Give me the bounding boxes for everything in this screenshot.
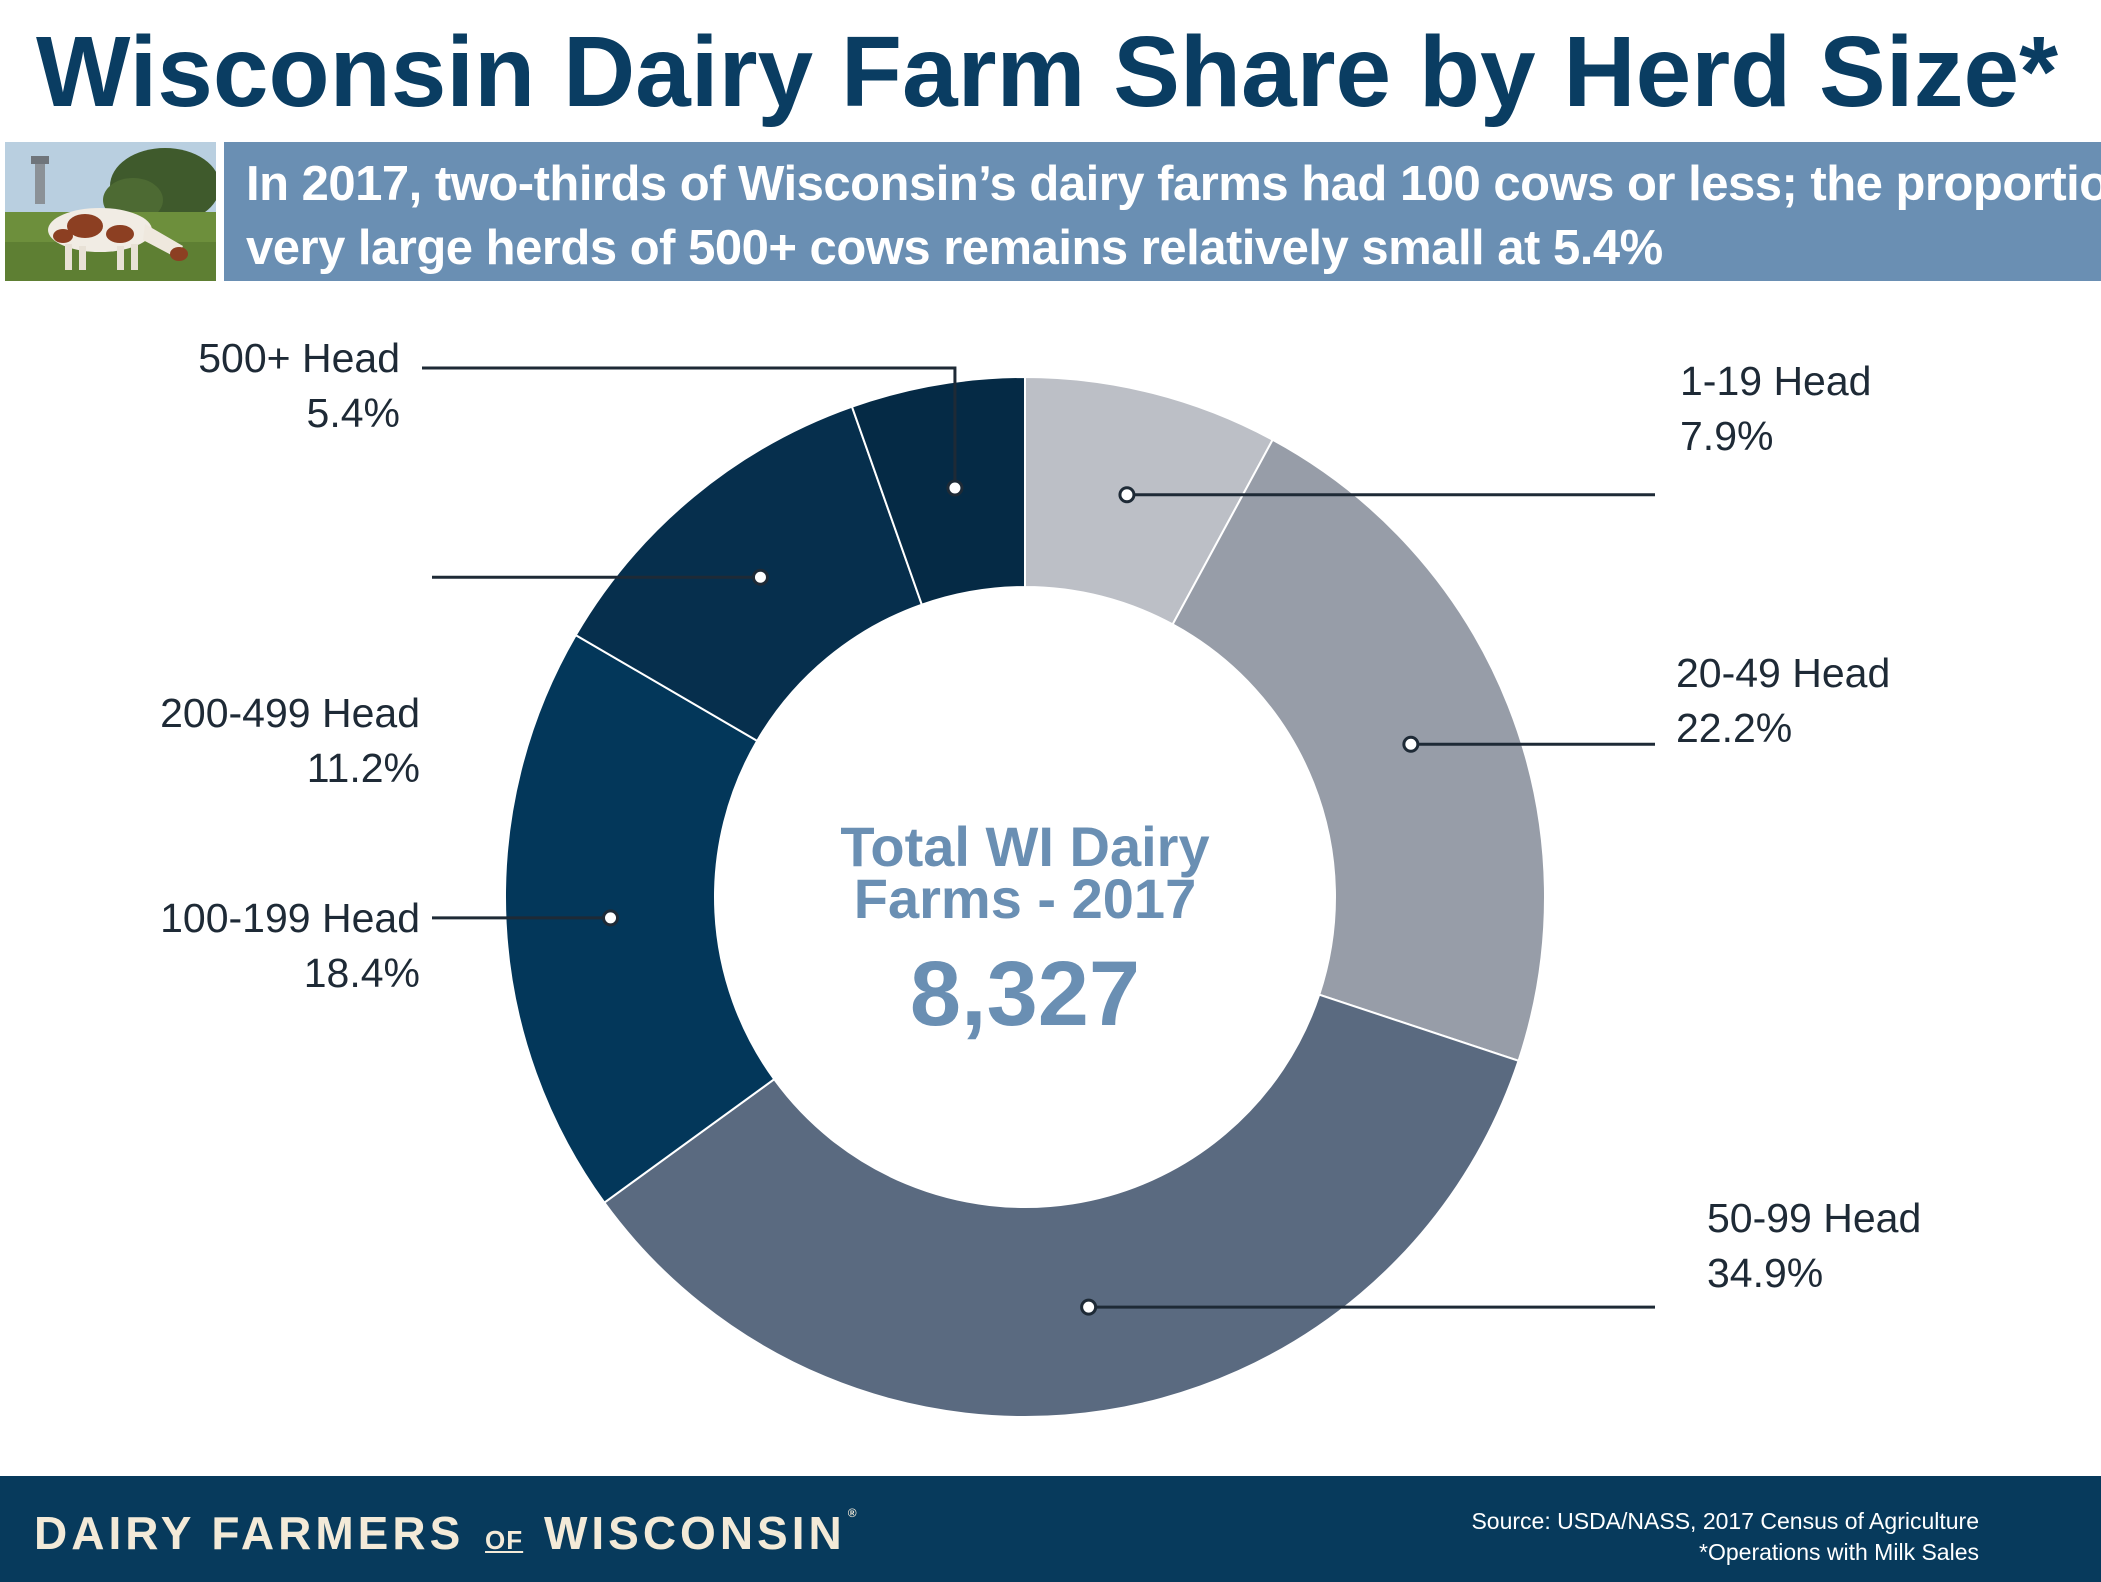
label-50-99-head: 50-99 Head — [1707, 1195, 1921, 1241]
donut-chart: 1-19 Head 7.9% 20-49 Head 22.2% 50-99 Head 34… — [160, 335, 1921, 1418]
chart-leader-lines — [422, 366, 1655, 1316]
center-total-value: 8,327 — [910, 943, 1140, 1045]
slice-20-49-head — [1171, 438, 1546, 1063]
brand-part-2: WISCONSIN — [543, 1507, 846, 1559]
value-label-50-99-head: 34.9% — [1707, 1250, 1823, 1296]
brand-part-1: DAIRY FARMERS — [34, 1507, 465, 1559]
slice-500-head — [850, 375, 1026, 606]
value-label-200-499-head: 11.2% — [307, 745, 420, 791]
value-label-20-49-head: 22.2% — [1676, 705, 1792, 751]
slice-200-499-head — [574, 405, 924, 743]
center-title-line-2: Farms - 2017 — [854, 867, 1196, 930]
footnote-text: *Operations with Milk Sales — [1699, 1539, 1979, 1565]
subtitle-line-2: very large herds of 500+ cows remains re… — [246, 221, 1663, 275]
center-title-line-1: Total WI Dairy — [840, 815, 1209, 878]
subtitle-line-1: In 2017, two-thirds of Wisconsin’s dairy… — [246, 157, 2101, 211]
subtitle-banner: In 2017, two-thirds of Wisconsin’s dairy… — [224, 142, 2101, 281]
label-1-19-head: 1-19 Head — [1680, 358, 1871, 404]
label-200-499-head: 200-499 Head — [160, 690, 420, 736]
value-label-1-19-head: 7.9% — [1680, 413, 1773, 459]
page-title: Wisconsin Dairy Farm Share by Herd Size* — [36, 16, 2059, 128]
slice-50-99-head — [602, 993, 1520, 1418]
chart-labels: 1-19 Head 7.9% 20-49 Head 22.2% 50-99 Head 34… — [160, 335, 1921, 1296]
leader-dot-20-49-head — [1402, 735, 1420, 753]
source-note: Source: USDA/NASS, 2017 Census of Agricu… — [1471, 1506, 1979, 1568]
slice-100-199-head — [504, 633, 776, 1205]
leader-dot-50-99-head — [1080, 1298, 1098, 1316]
label-100-199-head: 100-199 Head — [160, 895, 420, 941]
brand-logo: DAIRY FARMERS OF WISCONSIN ® — [34, 1506, 857, 1560]
brand-of: OF — [485, 1525, 524, 1555]
leader-dot-500-head — [946, 479, 964, 497]
value-label-500-head: 5.4% — [307, 390, 400, 436]
leader-dot-100-199-head — [602, 909, 620, 927]
value-label-100-199-head: 18.4% — [304, 950, 420, 996]
leader-line-500-head — [422, 366, 957, 488]
footer-bar: DAIRY FARMERS OF WISCONSIN ® Source: USDA… — [0, 1476, 2101, 1582]
chart-slices — [504, 375, 1546, 1418]
registered-mark: ® — [847, 1506, 857, 1520]
label-500-head: 500+ Head — [198, 335, 400, 381]
source-text: Source: USDA/NASS, 2017 Census of Agricu… — [1471, 1508, 1979, 1534]
leader-dot-200-499-head — [751, 568, 769, 586]
cow-photo — [5, 142, 220, 281]
leader-dot-1-19-head — [1118, 486, 1136, 504]
label-20-49-head: 20-49 Head — [1676, 650, 1890, 696]
